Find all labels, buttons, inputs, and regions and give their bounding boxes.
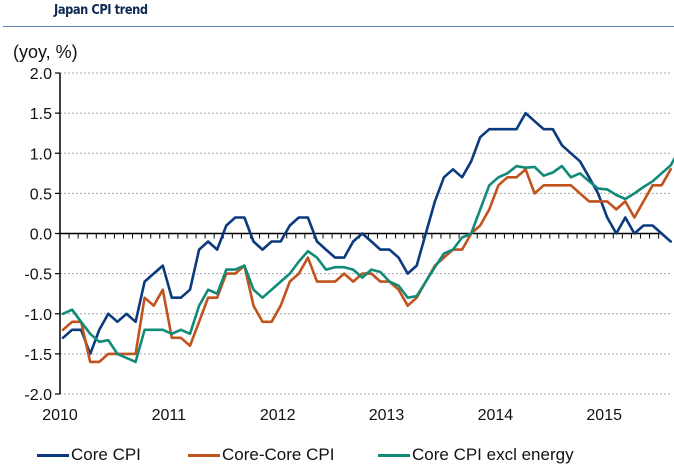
legend-swatch-core-core-cpi <box>188 453 220 457</box>
y-tick-label: -0.5 <box>24 267 52 284</box>
legend-item-core-cpi-excl-energy: Core CPI excl energy <box>378 445 574 465</box>
y-tick-label: 1.0 <box>30 146 52 163</box>
legend: Core CPI Core-Core CPI Core CPI excl ene… <box>0 445 674 465</box>
x-tick-label: 2010 <box>42 407 78 424</box>
series-line-core-cpi <box>61 111 673 356</box>
chart-title: Japan CPI trend <box>54 3 148 18</box>
y-tick-label: 2.0 <box>30 66 52 83</box>
series-line-core-cpi-excl-energy <box>61 156 674 364</box>
series-line-core-core-cpi <box>61 168 673 364</box>
legend-item-core-core-cpi: Core-Core CPI <box>188 445 334 465</box>
x-tick-label: 2012 <box>260 407 296 424</box>
legend-label: Core CPI <box>71 445 141 464</box>
y-tick-label: -2.0 <box>24 387 52 404</box>
x-tick-label: 2014 <box>478 407 514 424</box>
title-divider <box>3 26 674 27</box>
legend-item-core-cpi: Core CPI <box>37 445 141 465</box>
y-tick-label: -1.0 <box>24 307 52 324</box>
y-tick-label: 0.5 <box>30 186 52 203</box>
x-tick-label: 2011 <box>152 407 187 424</box>
legend-swatch-core-cpi-excl-energy <box>378 453 410 457</box>
y-tick-label: 0.0 <box>30 227 52 244</box>
y-tick-label: 1.5 <box>30 106 52 123</box>
legend-label: Core CPI excl energy <box>412 445 574 464</box>
x-tick-label: 2015 <box>586 407 622 424</box>
legend-swatch-core-cpi <box>37 453 69 457</box>
y-axis-unit-label: (yoy, %) <box>13 42 78 62</box>
legend-label: Core-Core CPI <box>222 445 335 464</box>
y-tick-label: -1.5 <box>24 347 52 364</box>
x-tick-label: 2013 <box>369 407 405 424</box>
